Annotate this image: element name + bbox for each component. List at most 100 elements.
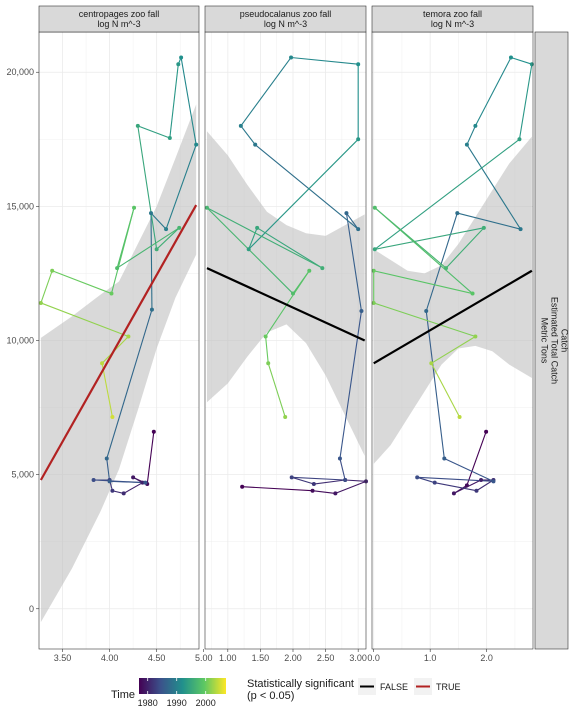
trajectory-segment xyxy=(518,64,533,140)
trajectory-segment xyxy=(109,480,146,484)
trajectory-segment xyxy=(425,310,445,459)
data-point xyxy=(359,308,364,313)
data-point xyxy=(371,300,376,305)
trajectory-segment xyxy=(476,479,494,492)
trajectory-segment xyxy=(290,56,359,65)
data-point xyxy=(121,491,126,496)
trajectory-segment xyxy=(374,227,484,250)
trajectory-segment xyxy=(345,212,362,312)
data-point xyxy=(263,334,268,339)
data-point xyxy=(508,55,513,60)
data-point xyxy=(372,205,377,210)
data-point xyxy=(337,456,342,461)
data-point xyxy=(110,488,115,493)
data-point xyxy=(320,266,325,271)
legend: Time 1980 1990 2000 Statistically signific… xyxy=(111,678,461,708)
trajectory-segment xyxy=(431,336,476,364)
trajectory-segment xyxy=(150,213,153,310)
data-point xyxy=(154,247,159,252)
regression-line xyxy=(39,204,198,481)
trajectory-segment xyxy=(51,270,112,295)
data-point xyxy=(289,55,294,60)
trajectory-segment xyxy=(444,458,494,482)
x-tick-label: 1.00 xyxy=(219,653,237,663)
data-point xyxy=(50,268,55,273)
colorbar-tick-label: 1980 xyxy=(138,698,158,708)
colorbar-tick-label: 1990 xyxy=(167,698,187,708)
trajectory-segment xyxy=(345,479,367,482)
trajectory-segment xyxy=(180,57,197,145)
data-point xyxy=(283,414,288,419)
trajectory-segment xyxy=(335,480,367,494)
trajectory-segment xyxy=(457,212,521,230)
data-point xyxy=(473,123,478,128)
y-axis: 0 5,000 10,000 15,000 20,000 xyxy=(6,67,39,614)
trajectory-segment xyxy=(150,212,167,230)
significance-legend-title-line-2: (p < 0.05) xyxy=(247,690,294,702)
x-tick-label: 3.00 xyxy=(349,653,367,663)
right-strip: Catch Estimated Total Catch Metric Tons xyxy=(534,31,570,650)
data-point xyxy=(479,477,484,482)
right-strip-line-2: Estimated Total Catch xyxy=(550,297,560,384)
x-tick-label: 2.00 xyxy=(284,653,302,663)
data-point xyxy=(451,491,456,496)
data-point xyxy=(132,205,137,210)
data-point xyxy=(517,137,522,142)
trajectory-segment xyxy=(240,125,256,146)
strip-subtitle: log N m^-3 xyxy=(264,19,307,29)
trajectory-segment xyxy=(137,125,171,139)
data-point xyxy=(107,479,112,484)
x-tick-label: 4.00 xyxy=(101,653,119,663)
data-point xyxy=(126,334,131,339)
data-point xyxy=(289,475,294,480)
data-point xyxy=(473,334,478,339)
strip-title: temora zoo fall xyxy=(423,9,482,19)
data-point xyxy=(371,268,376,273)
strip-subtitle: log N m^-3 xyxy=(431,19,474,29)
data-point xyxy=(464,142,469,147)
trajectory-segment xyxy=(373,270,473,295)
trajectory-segment xyxy=(445,227,485,269)
panel-strip xyxy=(204,5,367,33)
trajectory-segment xyxy=(248,138,359,250)
y-tick-label: 20,000 xyxy=(6,67,34,77)
panel-strip xyxy=(371,5,534,33)
data-point xyxy=(474,488,479,493)
confidence-band xyxy=(373,136,532,464)
x-tick-label: 1.0 xyxy=(424,653,437,663)
data-point xyxy=(457,414,462,419)
trajectory-segment xyxy=(346,212,359,230)
data-point xyxy=(115,266,120,271)
data-point xyxy=(266,361,271,366)
trajectory-segment xyxy=(374,207,473,294)
trajectory-segment xyxy=(466,431,487,486)
trajectory-segment xyxy=(256,227,323,269)
data-point xyxy=(255,225,260,230)
trajectory-segment xyxy=(267,363,286,418)
trajectory-segment xyxy=(510,56,533,65)
x-tick-label: 2.0 xyxy=(480,653,493,663)
trajectory-segment xyxy=(101,363,113,418)
data-point xyxy=(143,480,148,485)
data-point xyxy=(481,225,486,230)
data-point xyxy=(444,266,449,271)
data-point xyxy=(246,247,251,252)
trajectory-segment xyxy=(434,482,477,492)
trajectory-segment xyxy=(312,490,336,494)
x-tick-label: 5.00 xyxy=(195,653,213,663)
data-point xyxy=(140,480,145,485)
data-point xyxy=(429,361,434,366)
time-legend-title: Time xyxy=(111,689,135,701)
trajectory-segment xyxy=(466,144,522,230)
data-point xyxy=(455,211,460,216)
data-point xyxy=(149,211,153,216)
time-colorbar xyxy=(139,678,226,694)
trajectory-segment xyxy=(474,57,512,127)
trajectory-segment xyxy=(425,212,458,312)
data-point xyxy=(253,142,258,147)
data-point xyxy=(91,477,96,482)
